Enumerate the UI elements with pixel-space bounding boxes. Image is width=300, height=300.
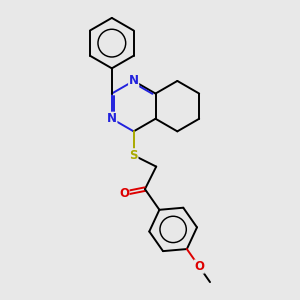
Text: S: S: [129, 149, 138, 162]
Text: N: N: [107, 112, 117, 125]
Text: N: N: [129, 74, 139, 87]
Text: O: O: [194, 260, 204, 273]
Text: O: O: [119, 187, 129, 200]
